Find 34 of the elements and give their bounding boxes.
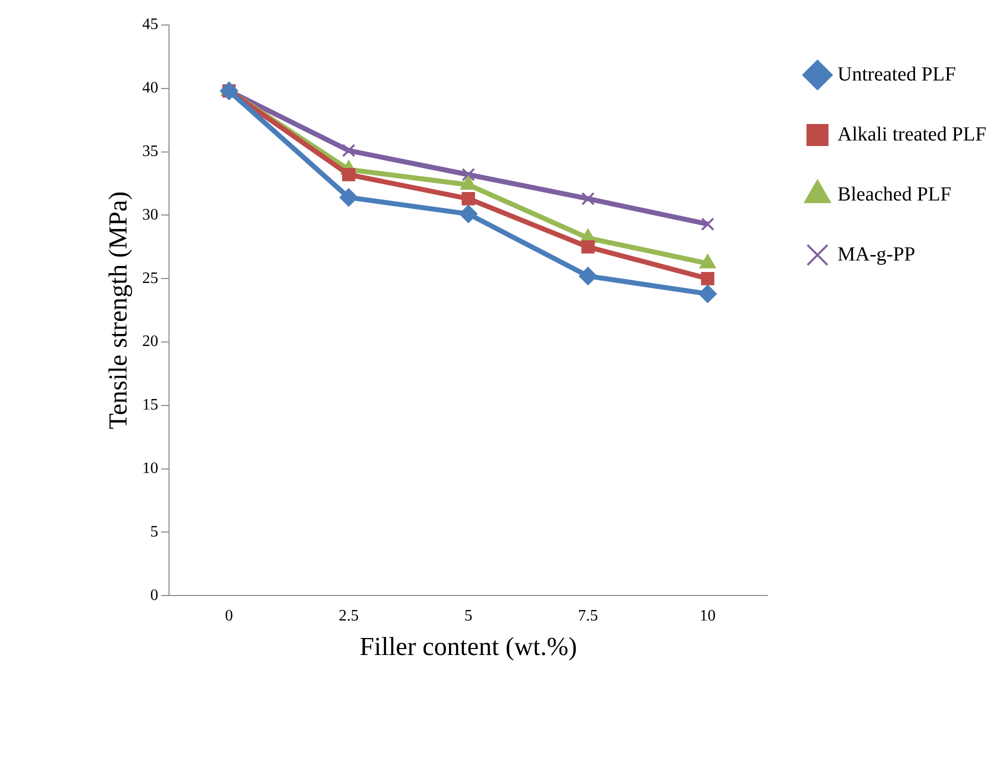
point xyxy=(581,240,595,254)
y-tick-label: 35 xyxy=(142,143,158,160)
y-tick-label: 45 xyxy=(142,16,158,34)
x-tick-label: 10 xyxy=(700,607,716,624)
point xyxy=(342,168,356,182)
legend-label: Alkali treated PLF xyxy=(838,123,986,146)
y-tick-label: 40 xyxy=(142,80,158,97)
y-tick-label: 5 xyxy=(150,523,158,540)
x-tick-label: 7.5 xyxy=(578,607,598,624)
point xyxy=(340,188,358,206)
point xyxy=(579,267,598,286)
point xyxy=(220,82,238,100)
x-tick-label: 2.5 xyxy=(338,607,359,624)
legend-label: MA-g-PP xyxy=(838,243,916,266)
y-tick-label: 15 xyxy=(142,396,158,414)
point xyxy=(701,217,714,231)
point xyxy=(462,168,476,182)
point xyxy=(698,284,717,303)
point xyxy=(459,204,478,223)
legend-label: Untreated PLF xyxy=(838,63,956,86)
legend-label: Bleached PLF xyxy=(838,183,952,206)
y-tick-label: 20 xyxy=(142,333,158,350)
point xyxy=(701,272,714,286)
x-tick-label: 5 xyxy=(464,607,472,624)
y-tick-label: 0 xyxy=(150,586,158,604)
y-tick-label: 25 xyxy=(142,270,158,287)
x-tick-label: 0 xyxy=(225,607,234,624)
point xyxy=(342,144,356,158)
x-axis-title: Filler content (wt.%) xyxy=(360,632,578,662)
point xyxy=(581,192,595,206)
y-tick-label: 30 xyxy=(142,206,158,224)
point xyxy=(462,192,476,206)
y-tick-label: 10 xyxy=(142,460,158,478)
y-axis-title: Tensile strength (MPa) xyxy=(103,191,132,430)
